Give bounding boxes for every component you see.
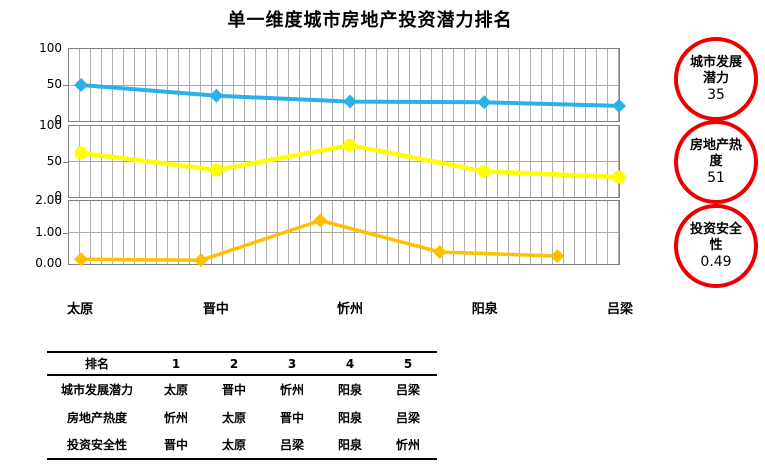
y-tick-label: 50 (46, 77, 62, 91)
chart-panel-realestate-heat (63, 125, 626, 198)
page-title: 单一维度城市房地产投资潜力排名 (227, 10, 513, 31)
series-svg-investment-safety (74, 213, 565, 268)
y-tick-label: 100 (39, 118, 62, 132)
chart-panel-investment-safety (63, 200, 620, 268)
table-cell: 吕梁 (279, 438, 304, 452)
x-category-label: 吕梁 (606, 302, 633, 317)
table-header-cell: 1 (171, 356, 181, 371)
table-header-row: 排名 1 2 3 4 5 (47, 352, 437, 375)
table-cell: 忻州 (163, 410, 188, 425)
data-point (74, 252, 89, 267)
ranking-table: 排名 1 2 3 4 5 城市发展潜力 太原 晋中 忻州 阳泉 吕梁 房地产热度 忻州 太原 晋中 阳泉 吕梁投… (47, 351, 437, 460)
chart-region: 100 50 0 100 50 0 2.00 1.00 0.00 太原 晋中 忻州 阳泉 吕梁 (35, 41, 633, 317)
y-tick-label: 50 (46, 153, 62, 168)
kpi-circle: 房地产热度 51 (674, 120, 758, 204)
x-category-label: 忻州 (337, 302, 364, 317)
chart-panel-city-potential (63, 48, 626, 122)
data-point (209, 88, 224, 103)
data-point (209, 163, 223, 177)
data-point (313, 213, 328, 228)
table-cell: 太原 (221, 410, 246, 425)
x-category-label: 太原 (67, 302, 94, 317)
table-cell: 阳泉 (337, 383, 362, 397)
table-cell: 晋中 (279, 410, 304, 425)
table-cell: 晋中 (163, 438, 188, 452)
kpi-circle-value: 35 (707, 86, 725, 103)
table-cell: 太原 (163, 383, 188, 397)
data-point (550, 249, 565, 264)
table-cell: 太原 (221, 438, 246, 452)
table-header-cell: 排名 (84, 357, 109, 371)
kpi-circle-label: 投资安全性 (690, 221, 743, 253)
table-cell: 阳泉 (337, 410, 362, 425)
data-point (343, 138, 357, 152)
x-category-label: 阳泉 (471, 302, 498, 317)
ranking-table-wrap: 排名 1 2 3 4 5 城市发展潜力 太原 晋中 忻州 阳泉 吕梁 房地产热度 忻州 太原 晋中 阳泉 吕梁投… (47, 351, 437, 460)
y-tick-label: 1.00 (35, 224, 62, 239)
data-point (74, 78, 89, 92)
kpi-circle-value: 51 (707, 169, 725, 186)
table-row: 投资安全性 晋中 太原 吕梁 阳泉 忻州 (47, 431, 437, 459)
table-cell: 忻州 (395, 438, 420, 452)
kpi-circle: 城市发展潜力 35 (674, 37, 758, 121)
series-svg-city-potential (74, 78, 626, 113)
table-header-cell: 2 (229, 356, 239, 371)
kpi-circle-label: 房地产热度 (690, 137, 743, 169)
y-tick-label: 0.00 (35, 256, 62, 270)
kpi-circle-label: 城市发展潜力 (690, 54, 743, 86)
table-cell: 忻州 (279, 383, 304, 397)
table-cell: 吕梁 (395, 383, 420, 397)
y-tick-label: 100 (39, 41, 62, 55)
table-row: 房地产热度 忻州 太原 晋中 阳泉 吕梁 (47, 403, 437, 431)
table-row: 城市发展潜力 太原 晋中 忻州 阳泉 吕梁 (47, 375, 437, 403)
x-category-label: 晋中 (202, 302, 229, 317)
data-point (343, 94, 358, 109)
data-point (194, 253, 208, 268)
data-point (612, 170, 626, 184)
y-tick-label: 2.00 (35, 193, 62, 207)
series-line (79, 218, 560, 262)
data-point (74, 146, 88, 160)
kpi-circle: 投资安全性 0.49 (674, 204, 758, 288)
row-label-cell: 投资安全性 (66, 438, 127, 452)
data-point (477, 95, 492, 110)
kpi-circle-value: 0.49 (700, 253, 732, 270)
table-header-cell: 3 (287, 356, 297, 371)
table-header-cell: 4 (345, 356, 355, 371)
y-tick-label: 0 (54, 189, 62, 203)
table-cell: 吕梁 (395, 410, 420, 425)
table-header-cell: 5 (403, 356, 413, 371)
row-label-cell: 房地产热度 (66, 410, 127, 425)
data-point (612, 98, 626, 113)
table-cell: 晋中 (221, 383, 246, 397)
table-cell: 阳泉 (337, 438, 362, 452)
data-point (432, 245, 447, 260)
data-point (477, 164, 491, 178)
row-label-cell: 城市发展潜力 (60, 383, 133, 397)
series-svg-realestate-heat (74, 138, 626, 184)
y-tick-label: 0 (54, 113, 62, 127)
